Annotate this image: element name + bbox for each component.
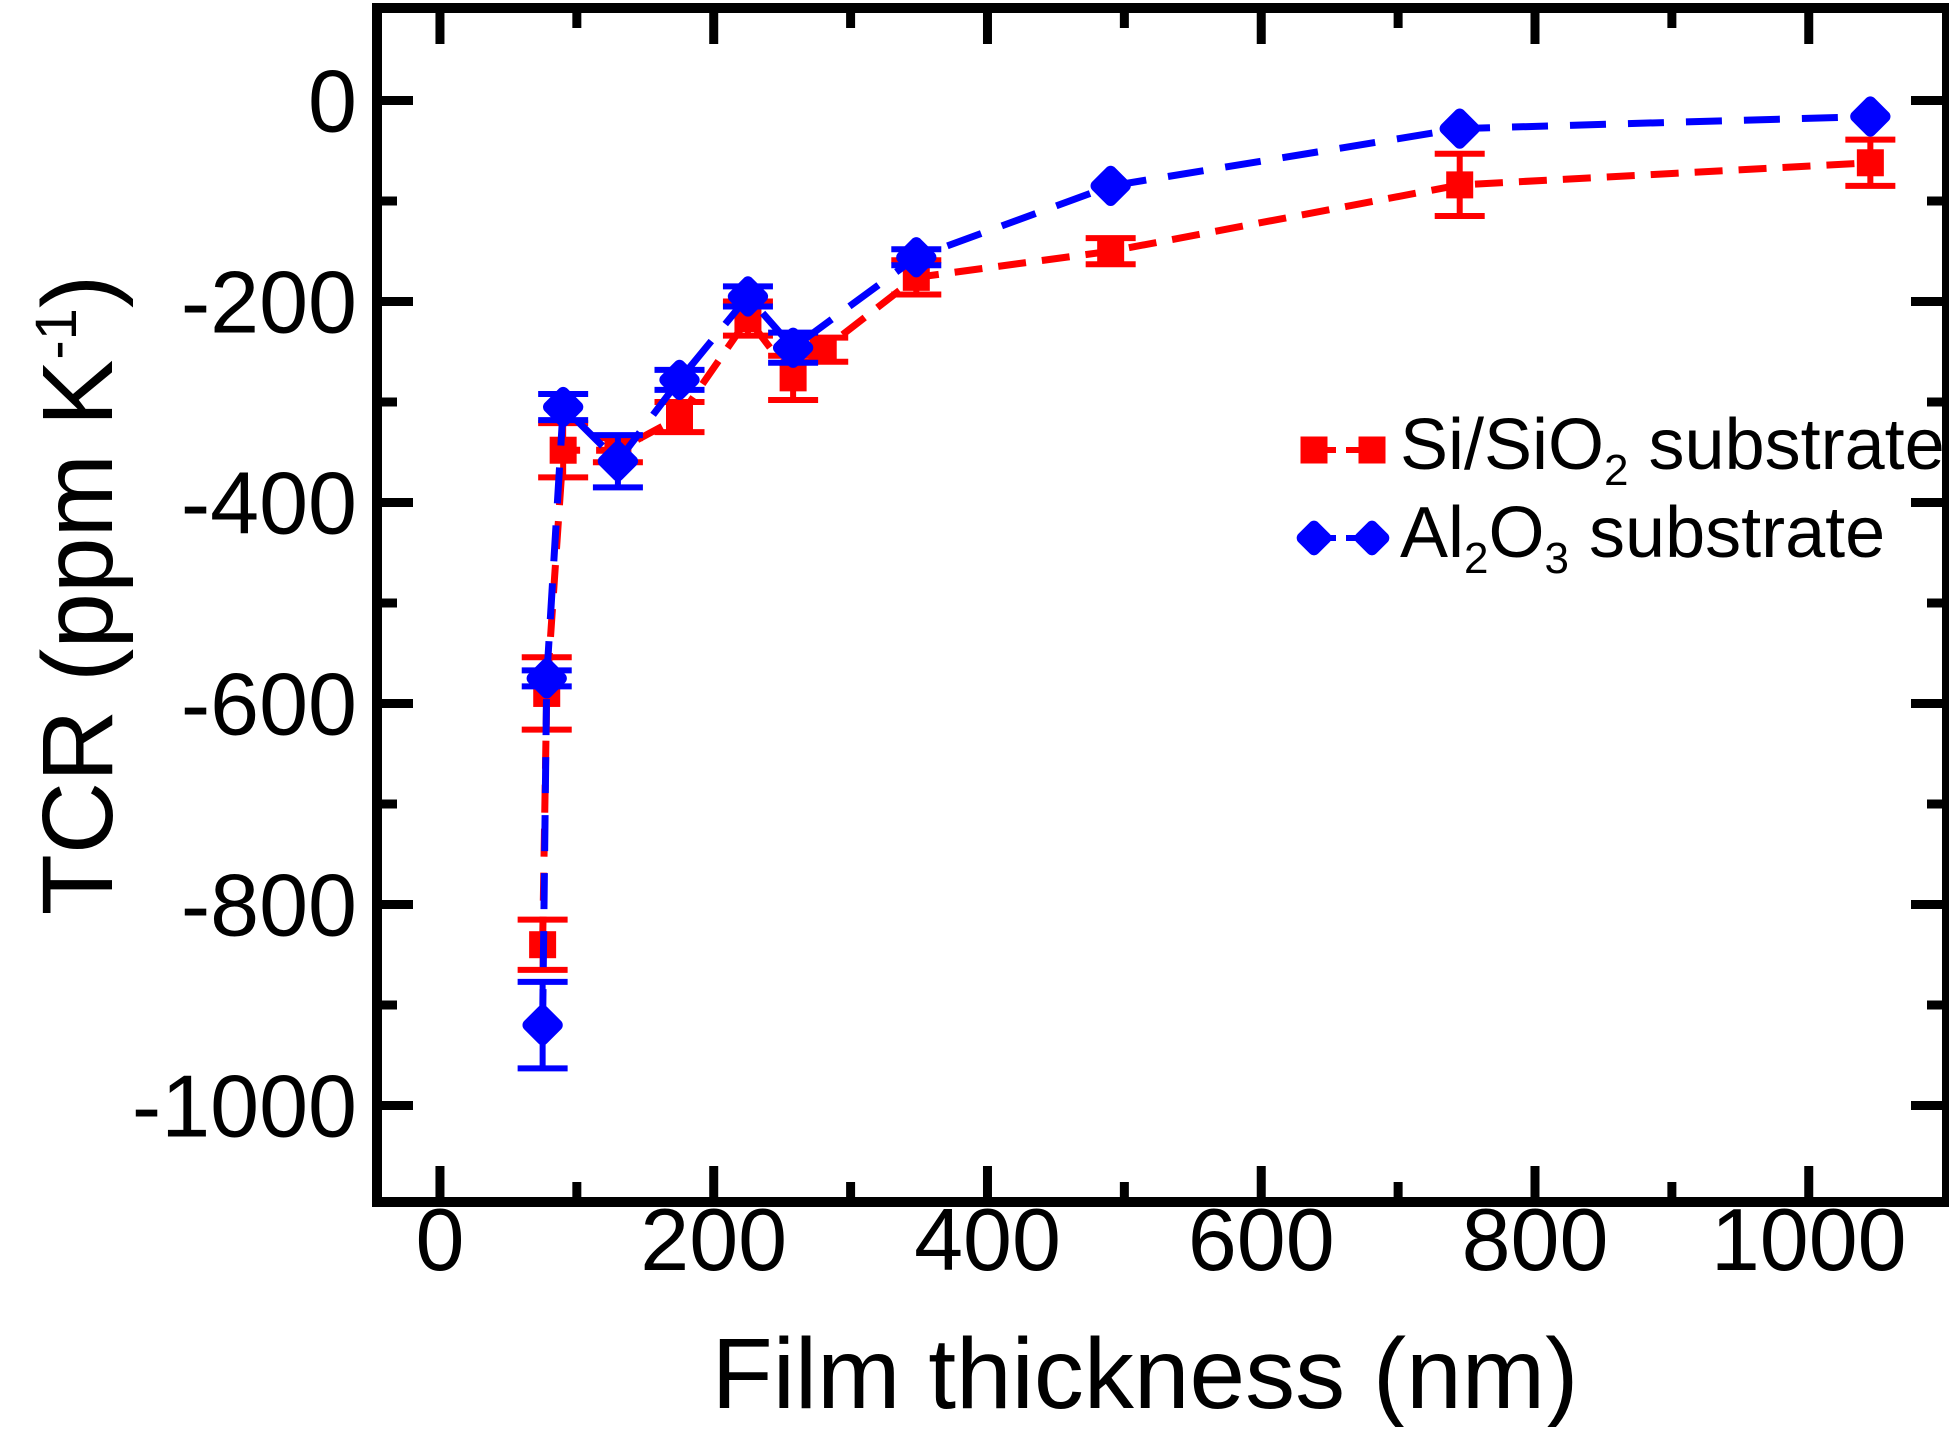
x-tick-label: 1000: [1711, 1190, 1907, 1289]
x-tick-label: 800: [1462, 1190, 1609, 1289]
x-axis-title: Film thickness (nm): [712, 1318, 1579, 1427]
y-tick-label: -600: [181, 654, 357, 753]
legend-label: Al2O3 substrate: [1400, 493, 1885, 583]
marker-square: [666, 403, 694, 431]
marker-diamond: [1850, 96, 1891, 137]
legend-marker-square: [1300, 436, 1328, 464]
legend-marker-diamond: [1354, 520, 1390, 556]
legend-entry-1: Si/SiO2 substrate: [1300, 405, 1945, 495]
marker-square: [1097, 237, 1125, 265]
y-tick-label: 0: [308, 51, 357, 150]
x-tick-label: 400: [914, 1190, 1061, 1289]
legend-entry-2: Al2O3 substrate: [1296, 493, 1885, 583]
marker-square: [809, 336, 837, 364]
marker-diamond: [1090, 165, 1131, 207]
x-tick-label: 0: [415, 1190, 464, 1289]
y-axis-title: TCR (ppm K-1): [22, 275, 134, 916]
marker-diamond: [522, 1004, 563, 1046]
marker-diamond: [727, 276, 769, 317]
marker-diamond: [896, 237, 937, 278]
y-tick-label: -200: [181, 252, 357, 351]
marker-diamond: [543, 386, 584, 428]
marker-square: [1856, 149, 1884, 177]
plot-frame: [372, 3, 1949, 1207]
x-axis-tick-labels: 0 200 400 600 800 1000: [415, 1190, 1906, 1289]
x-axis-ticks: [435, 8, 1814, 1202]
legend-label: Si/SiO2 substrate: [1400, 405, 1945, 495]
y-tick-label: -800: [181, 856, 357, 955]
markers: [522, 96, 1891, 1046]
marker-square: [779, 364, 807, 392]
y-axis-ticks: [377, 95, 1947, 1111]
legend-marker-diamond: [1296, 520, 1332, 556]
y-tick-label: -400: [181, 453, 357, 552]
error-bars: [517, 246, 942, 1072]
y-axis-tick-labels: 0 -200 -400 -600 -800 -1000: [132, 51, 357, 1155]
x-tick-label: 200: [640, 1190, 787, 1289]
marker-diamond: [526, 658, 567, 699]
marker-diamond: [597, 441, 639, 482]
y-tick-label: -1000: [132, 1057, 357, 1156]
marker-square: [1446, 171, 1474, 199]
x-tick-label: 600: [1188, 1190, 1335, 1289]
legend-marker-square: [1358, 436, 1386, 464]
marker-diamond: [1439, 108, 1480, 149]
marker-diamond: [772, 327, 814, 368]
series-al2o3-substrate: [517, 96, 1891, 1072]
marker-diamond: [659, 359, 700, 401]
